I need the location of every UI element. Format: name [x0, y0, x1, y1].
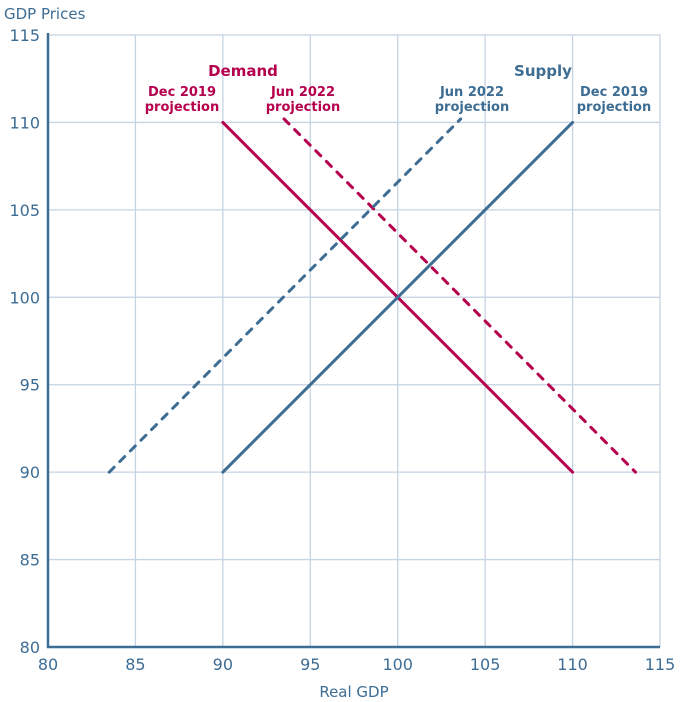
- y-tick-label: 95: [20, 376, 40, 395]
- y-tick-label: 85: [20, 551, 40, 570]
- demand-title: Demand: [208, 62, 278, 80]
- x-tick-label: 80: [38, 655, 58, 674]
- x-tick-label: 100: [382, 655, 413, 674]
- supply-dec2019-label-line1: Dec 2019: [580, 85, 648, 100]
- axes: [46, 33, 660, 649]
- demand-jun2022-label-line2: projection: [266, 100, 340, 115]
- x-axis-title: Real GDP: [319, 683, 388, 701]
- x-tick-label: 110: [557, 655, 588, 674]
- y-tick-label: 80: [20, 638, 40, 657]
- y-tick-label: 110: [9, 113, 40, 132]
- x-tick-label: 85: [125, 655, 145, 674]
- series: [107, 117, 638, 474]
- supply-dec2019-label-line2: projection: [577, 100, 651, 115]
- x-tick-label: 115: [645, 655, 676, 674]
- grid: [48, 34, 661, 647]
- y-axis-title: GDP Prices: [4, 5, 86, 23]
- supply-jun2022-label-line1: Jun 2022: [439, 85, 504, 100]
- x-tick-label: 90: [213, 655, 233, 674]
- supply-jun2022-label-line2: projection: [435, 100, 509, 115]
- supply-dashed-line: [107, 117, 463, 474]
- y-tick-label: 115: [9, 26, 40, 45]
- demand-dashed-line: [282, 117, 638, 474]
- y-tick-label: 105: [9, 201, 40, 220]
- x-tick-label: 95: [300, 655, 320, 674]
- supply-solid-line: [221, 120, 575, 474]
- y-tick-label: 90: [20, 463, 40, 482]
- demand-dec2019-label-line1: Dec 2019: [148, 85, 216, 100]
- tick-labels: 80 85 90 95 100 105 110 115 80 85 90 95 100 105 110 115: [9, 26, 675, 674]
- x-tick-label: 105: [470, 655, 501, 674]
- y-tick-label: 100: [9, 288, 40, 307]
- supply-title: Supply: [514, 62, 572, 80]
- demand-jun2022-label-line1: Jun 2022: [270, 85, 335, 100]
- demand-dec2019-label-line2: projection: [145, 100, 219, 115]
